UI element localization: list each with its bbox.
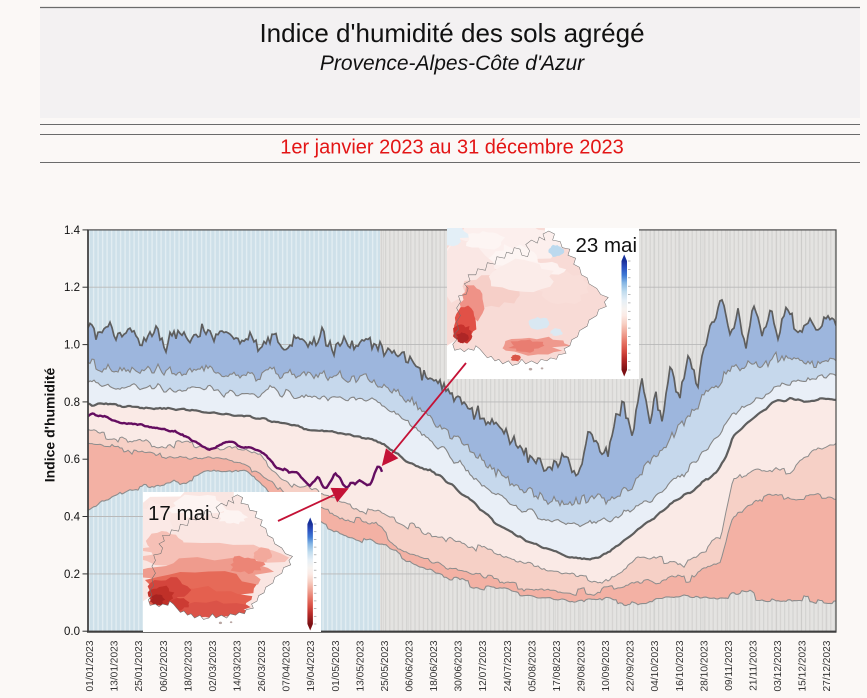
svg-text:0.2: 0.2 — [64, 569, 80, 581]
svg-text:27/12/2023: 27/12/2023 — [822, 640, 833, 691]
svg-text:0.4: 0.4 — [64, 512, 81, 524]
svg-text:1er janvier 2023 au 31 décembr: 1er janvier 2023 au 31 décembre 2023 — [280, 137, 624, 159]
svg-text:06/06/2023: 06/06/2023 — [405, 640, 416, 691]
svg-text:18/02/2023: 18/02/2023 — [183, 640, 194, 691]
svg-text:0.8: 0.8 — [64, 397, 80, 409]
svg-text:1.0: 1.0 — [64, 340, 80, 352]
svg-text:15/12/2023: 15/12/2023 — [798, 640, 809, 691]
svg-text:25/05/2023: 25/05/2023 — [380, 640, 391, 691]
svg-text:16/10/2023: 16/10/2023 — [675, 640, 686, 691]
svg-text:Provence-Alpes-Côte d'Azur: Provence-Alpes-Côte d'Azur — [320, 52, 585, 75]
svg-text:06/02/2023: 06/02/2023 — [159, 640, 170, 691]
svg-text:26/03/2023: 26/03/2023 — [257, 640, 268, 691]
svg-text:09/11/2023: 09/11/2023 — [724, 640, 735, 691]
svg-text:18/06/2023: 18/06/2023 — [429, 640, 440, 691]
svg-text:07/04/2023: 07/04/2023 — [282, 640, 293, 691]
svg-text:05/08/2023: 05/08/2023 — [527, 640, 538, 691]
svg-text:Indice d'humidité des sols agr: Indice d'humidité des sols agrégé — [259, 18, 644, 48]
svg-text:1.4: 1.4 — [64, 225, 81, 237]
svg-text:04/10/2023: 04/10/2023 — [650, 640, 661, 691]
svg-text:19/04/2023: 19/04/2023 — [306, 640, 317, 691]
svg-text:14/03/2023: 14/03/2023 — [233, 640, 244, 691]
svg-text:30/06/2023: 30/06/2023 — [454, 640, 465, 691]
svg-text:01/05/2023: 01/05/2023 — [331, 640, 342, 691]
svg-text:29/08/2023: 29/08/2023 — [577, 640, 588, 691]
svg-text:10/09/2023: 10/09/2023 — [601, 640, 612, 691]
svg-text:12/07/2023: 12/07/2023 — [478, 640, 489, 691]
svg-text:17/08/2023: 17/08/2023 — [552, 640, 563, 691]
svg-text:03/12/2023: 03/12/2023 — [773, 640, 784, 691]
svg-text:02/03/2023: 02/03/2023 — [208, 640, 219, 691]
svg-text:1.2: 1.2 — [64, 282, 80, 294]
svg-text:23 mai: 23 mai — [575, 234, 637, 257]
svg-text:25/01/2023: 25/01/2023 — [134, 640, 145, 691]
svg-text:13/01/2023: 13/01/2023 — [110, 640, 121, 691]
svg-text:28/10/2023: 28/10/2023 — [699, 640, 710, 691]
svg-text:01/01/2023: 01/01/2023 — [85, 640, 96, 691]
svg-text:21/11/2023: 21/11/2023 — [749, 640, 760, 691]
svg-text:22/09/2023: 22/09/2023 — [626, 640, 637, 691]
svg-text:Indice d'humidité: Indice d'humidité — [42, 368, 58, 483]
svg-text:24/07/2023: 24/07/2023 — [503, 640, 514, 691]
svg-text:0.0: 0.0 — [64, 626, 80, 638]
svg-text:17 mai: 17 mai — [148, 502, 210, 525]
svg-text:0.6: 0.6 — [64, 454, 80, 466]
svg-text:13/05/2023: 13/05/2023 — [355, 640, 366, 691]
